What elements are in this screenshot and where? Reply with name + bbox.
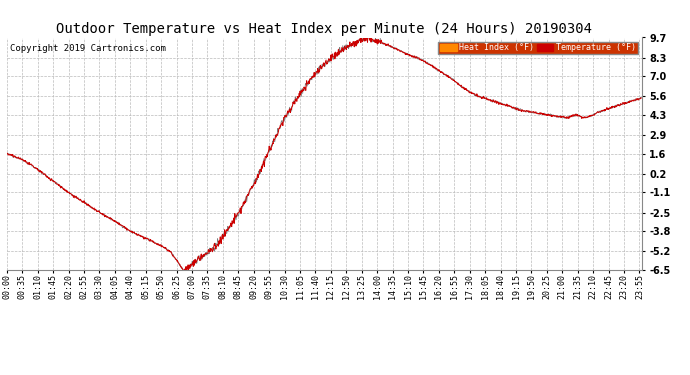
Title: Outdoor Temperature vs Heat Index per Minute (24 Hours) 20190304: Outdoor Temperature vs Heat Index per Mi… <box>57 22 592 36</box>
Legend: Heat Index (°F), Temperature (°F): Heat Index (°F), Temperature (°F) <box>438 42 638 54</box>
Text: Copyright 2019 Cartronics.com: Copyright 2019 Cartronics.com <box>10 45 166 54</box>
